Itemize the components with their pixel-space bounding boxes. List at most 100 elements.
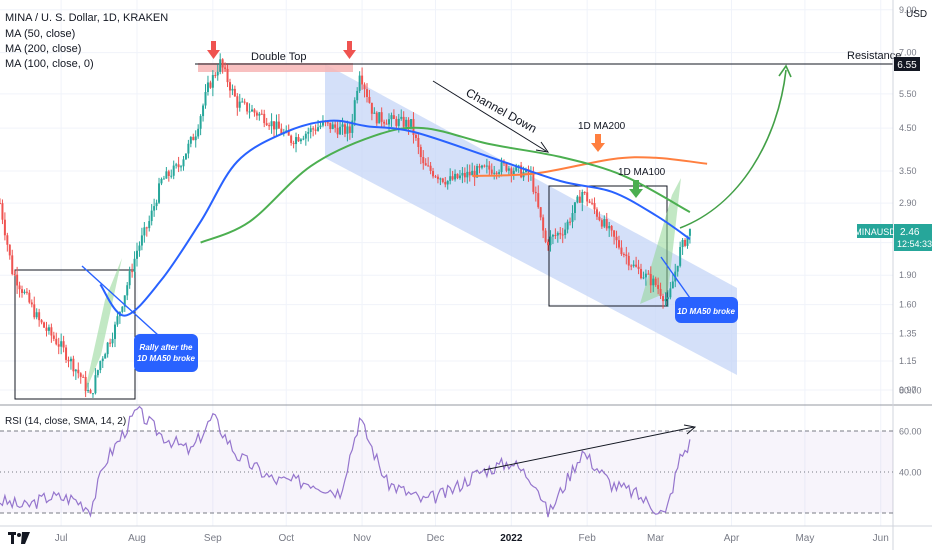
ma200-line xyxy=(472,156,708,177)
time-tick-label: Sep xyxy=(204,533,222,544)
candle-body xyxy=(551,235,554,237)
candle-body xyxy=(669,288,672,298)
candle-body xyxy=(439,178,442,180)
candle-body xyxy=(250,109,253,112)
candle-body xyxy=(356,90,359,101)
candle-body xyxy=(62,341,65,348)
candle-body xyxy=(427,165,430,167)
candle-body xyxy=(586,192,589,202)
candle-body xyxy=(253,109,256,113)
candle-body xyxy=(113,324,116,339)
candle-body xyxy=(537,193,540,208)
candle-body xyxy=(471,170,474,176)
candle-body xyxy=(527,169,530,175)
candle-body xyxy=(419,147,422,158)
candle-body xyxy=(128,271,131,286)
candle-body xyxy=(542,217,545,231)
candle-body xyxy=(214,75,217,77)
candle-body xyxy=(111,338,114,344)
price-tick-label: 7.00 xyxy=(899,48,917,58)
candle-body xyxy=(566,221,569,230)
candle-body xyxy=(578,196,581,203)
ma100-annotation: 1D MA100 xyxy=(618,167,666,178)
candle-body xyxy=(21,289,24,293)
candle-body xyxy=(91,393,94,395)
price-tick-label: 1.60 xyxy=(899,300,917,310)
left-callout-line2: 1D MA50 broke xyxy=(137,354,195,363)
candle-body xyxy=(11,255,14,275)
candle-body xyxy=(429,165,432,171)
candle-body xyxy=(248,111,251,113)
candle-body xyxy=(219,59,222,72)
candle-body xyxy=(630,265,633,267)
candle-body xyxy=(23,291,26,293)
candle-body xyxy=(461,172,464,176)
rsi-axis[interactable]: 80.00 60.00 40.00 xyxy=(899,386,922,478)
candlestick-series xyxy=(0,53,691,398)
candle-body xyxy=(243,101,246,103)
candle-body xyxy=(490,169,493,174)
candle-body xyxy=(275,121,278,130)
candle-body xyxy=(38,312,41,321)
candle-body xyxy=(554,235,557,237)
candle-body xyxy=(444,181,447,185)
currency-label[interactable]: USD xyxy=(906,9,927,20)
time-tick-label: Dec xyxy=(427,533,445,544)
candle-body xyxy=(148,221,151,229)
candle-body xyxy=(116,316,119,325)
candle-body xyxy=(598,216,601,221)
candle-body xyxy=(365,89,368,97)
left-callout-line1: Rally after the xyxy=(140,343,193,352)
double-top-zone xyxy=(198,63,353,72)
candle-body xyxy=(632,264,635,267)
candle-body xyxy=(189,136,192,144)
candle-body xyxy=(649,274,652,286)
time-axis[interactable]: Jul Aug Sep Oct Nov Dec 2022 Feb Mar Apr May Jun xyxy=(55,533,889,544)
candle-body xyxy=(608,225,611,229)
candle-body xyxy=(329,122,332,129)
candle-body xyxy=(666,297,669,300)
candle-body xyxy=(295,137,298,145)
candle-body xyxy=(177,164,180,168)
candle-body xyxy=(224,67,227,69)
candle-body xyxy=(238,101,241,108)
candle-body xyxy=(686,235,689,246)
candle-body xyxy=(94,375,97,394)
candle-body xyxy=(133,258,136,272)
candle-body xyxy=(534,191,537,194)
ma50-legend[interactable]: MA (50, close) xyxy=(5,28,76,40)
price-tick-label: 2.90 xyxy=(899,198,917,208)
candle-body xyxy=(145,227,148,229)
candle-body xyxy=(226,68,229,83)
candle-body xyxy=(627,255,630,266)
candle-body xyxy=(221,59,224,68)
ma100-legend[interactable]: MA (100, close, 0) xyxy=(5,58,94,70)
candle-body xyxy=(610,225,613,231)
candle-body xyxy=(615,236,618,241)
candle-body xyxy=(326,122,329,124)
left-rally-projection xyxy=(84,258,122,395)
candle-body xyxy=(458,175,461,179)
candle-body xyxy=(45,327,48,331)
candle-body xyxy=(664,299,667,302)
candle-body xyxy=(591,202,594,204)
candle-body xyxy=(60,341,63,347)
time-tick-label: Aug xyxy=(128,533,146,544)
last-price-value: 2.46 xyxy=(900,227,920,238)
candle-body xyxy=(52,335,55,339)
price-tick-label: 1.35 xyxy=(899,329,917,339)
ma200-legend[interactable]: MA (200, close) xyxy=(5,43,82,55)
candle-body xyxy=(684,240,687,246)
tradingview-logo-icon[interactable] xyxy=(8,532,30,544)
candle-body xyxy=(150,210,153,222)
rsi-divergence-line xyxy=(483,426,695,471)
candle-body xyxy=(172,165,175,176)
candle-body xyxy=(312,128,315,130)
candle-body xyxy=(424,163,427,166)
double-top-arrow-right xyxy=(343,41,356,59)
candle-body xyxy=(500,162,503,173)
candle-body xyxy=(657,284,660,289)
candle-body xyxy=(8,244,11,256)
symbol-title: MINA / U. S. Dollar, 1D, KRAKEN xyxy=(5,12,169,24)
